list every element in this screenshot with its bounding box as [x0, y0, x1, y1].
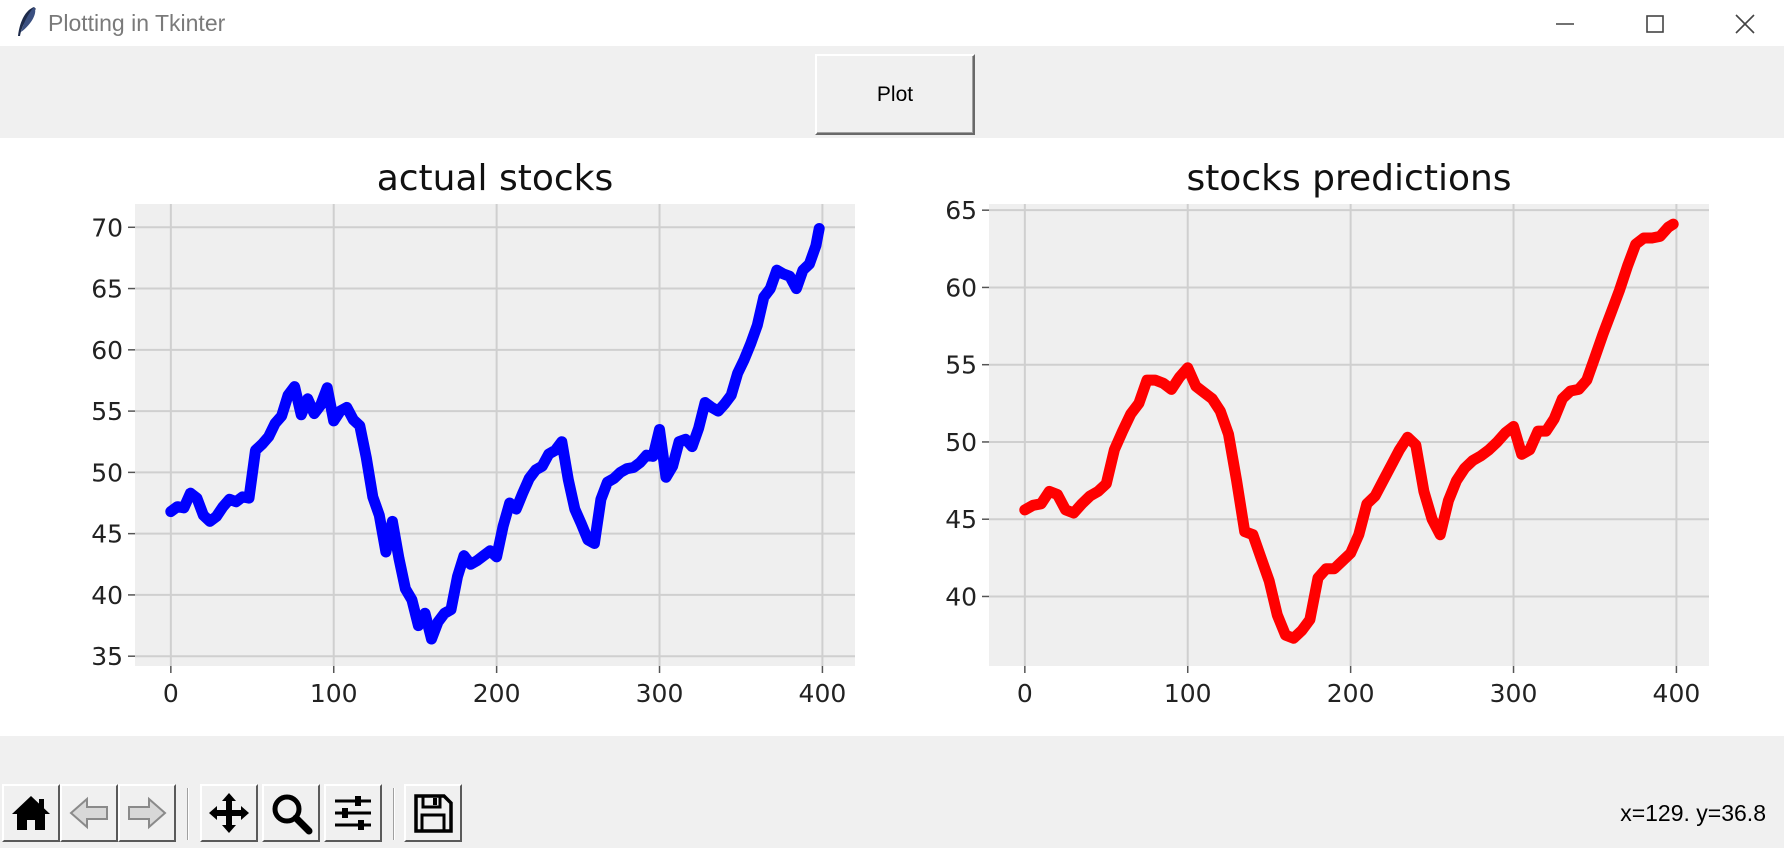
series-line: [165, 223, 825, 645]
home-icon: [12, 796, 50, 830]
y-tick-label: 55: [945, 351, 977, 380]
maximize-button[interactable]: [1616, 0, 1696, 46]
pan-icon: [209, 793, 249, 833]
y-tick-label: 60: [91, 336, 123, 365]
y-tick-label: 65: [945, 196, 977, 225]
title-bar: Plotting in Tkinter: [0, 0, 1784, 46]
zoom-button[interactable]: [262, 784, 320, 842]
maximize-icon: [1646, 15, 1664, 33]
toolbar-separator: [187, 788, 189, 840]
y-tick-label: 70: [91, 213, 123, 242]
cursor-coordinates: x=129. y=36.8: [1620, 800, 1766, 826]
forward-icon: [128, 796, 167, 830]
zoom-icon: [272, 794, 313, 835]
y-tick-label: 50: [91, 458, 123, 487]
chart-title: actual stocks: [377, 158, 614, 199]
x-tick-label: 300: [636, 679, 684, 708]
x-tick-label: 400: [799, 679, 847, 708]
x-tick-label: 400: [1653, 679, 1701, 708]
x-tick-label: 0: [163, 679, 179, 708]
y-tick-label: 65: [91, 275, 123, 304]
plot-area: [135, 204, 855, 666]
close-icon: [1735, 14, 1755, 34]
toolbar-separator: [393, 788, 395, 840]
plot-button[interactable]: Plot: [815, 54, 975, 135]
y-tick-label: 45: [945, 505, 977, 534]
y-tick-label: 40: [945, 582, 977, 611]
close-button[interactable]: [1706, 0, 1784, 46]
x-tick-label: 200: [1327, 679, 1375, 708]
chart-title: stocks predictions: [1186, 158, 1511, 199]
back-icon: [69, 796, 108, 830]
feather-icon: [18, 7, 36, 36]
x-tick-label: 0: [1017, 679, 1033, 708]
y-tick-label: 55: [91, 397, 123, 426]
x-tick-label: 300: [1490, 679, 1538, 708]
save-button[interactable]: [404, 784, 462, 842]
x-tick-label: 200: [473, 679, 521, 708]
configure-subplots-icon: [335, 796, 371, 830]
pan-button[interactable]: [200, 784, 258, 842]
y-tick-label: 50: [945, 428, 977, 457]
window-title: Plotting in Tkinter: [48, 10, 226, 36]
series-line: [1019, 218, 1679, 644]
minimize-icon: [1556, 23, 1574, 25]
x-tick-label: 100: [1164, 679, 1212, 708]
configure-subplots-button[interactable]: [324, 784, 382, 842]
home-button[interactable]: [2, 784, 60, 842]
plot-area: [989, 204, 1709, 666]
y-tick-label: 60: [945, 273, 977, 302]
figure-canvas[interactable]: 0 100 200 300 400 35 40 45 50 55 60 65 70 actual stoc…: [0, 138, 1784, 736]
chart-1: 0 100 200 300 400 35 40 45 50 55 60 65 70 actual stoc…: [91, 158, 855, 708]
minimize-button[interactable]: [1526, 0, 1606, 46]
save-icon: [414, 794, 453, 833]
x-tick-label: 100: [310, 679, 358, 708]
chart-2: 0 100 200 300 400 40 45 50 55 60 65 stocks predicti…: [945, 158, 1709, 708]
back-button[interactable]: [60, 784, 118, 842]
forward-button[interactable]: [118, 784, 176, 842]
y-tick-label: 35: [91, 642, 123, 671]
navigation-toolbar: x=129. y=36.8: [0, 736, 1784, 848]
y-tick-label: 40: [91, 581, 123, 610]
y-tick-label: 45: [91, 520, 123, 549]
